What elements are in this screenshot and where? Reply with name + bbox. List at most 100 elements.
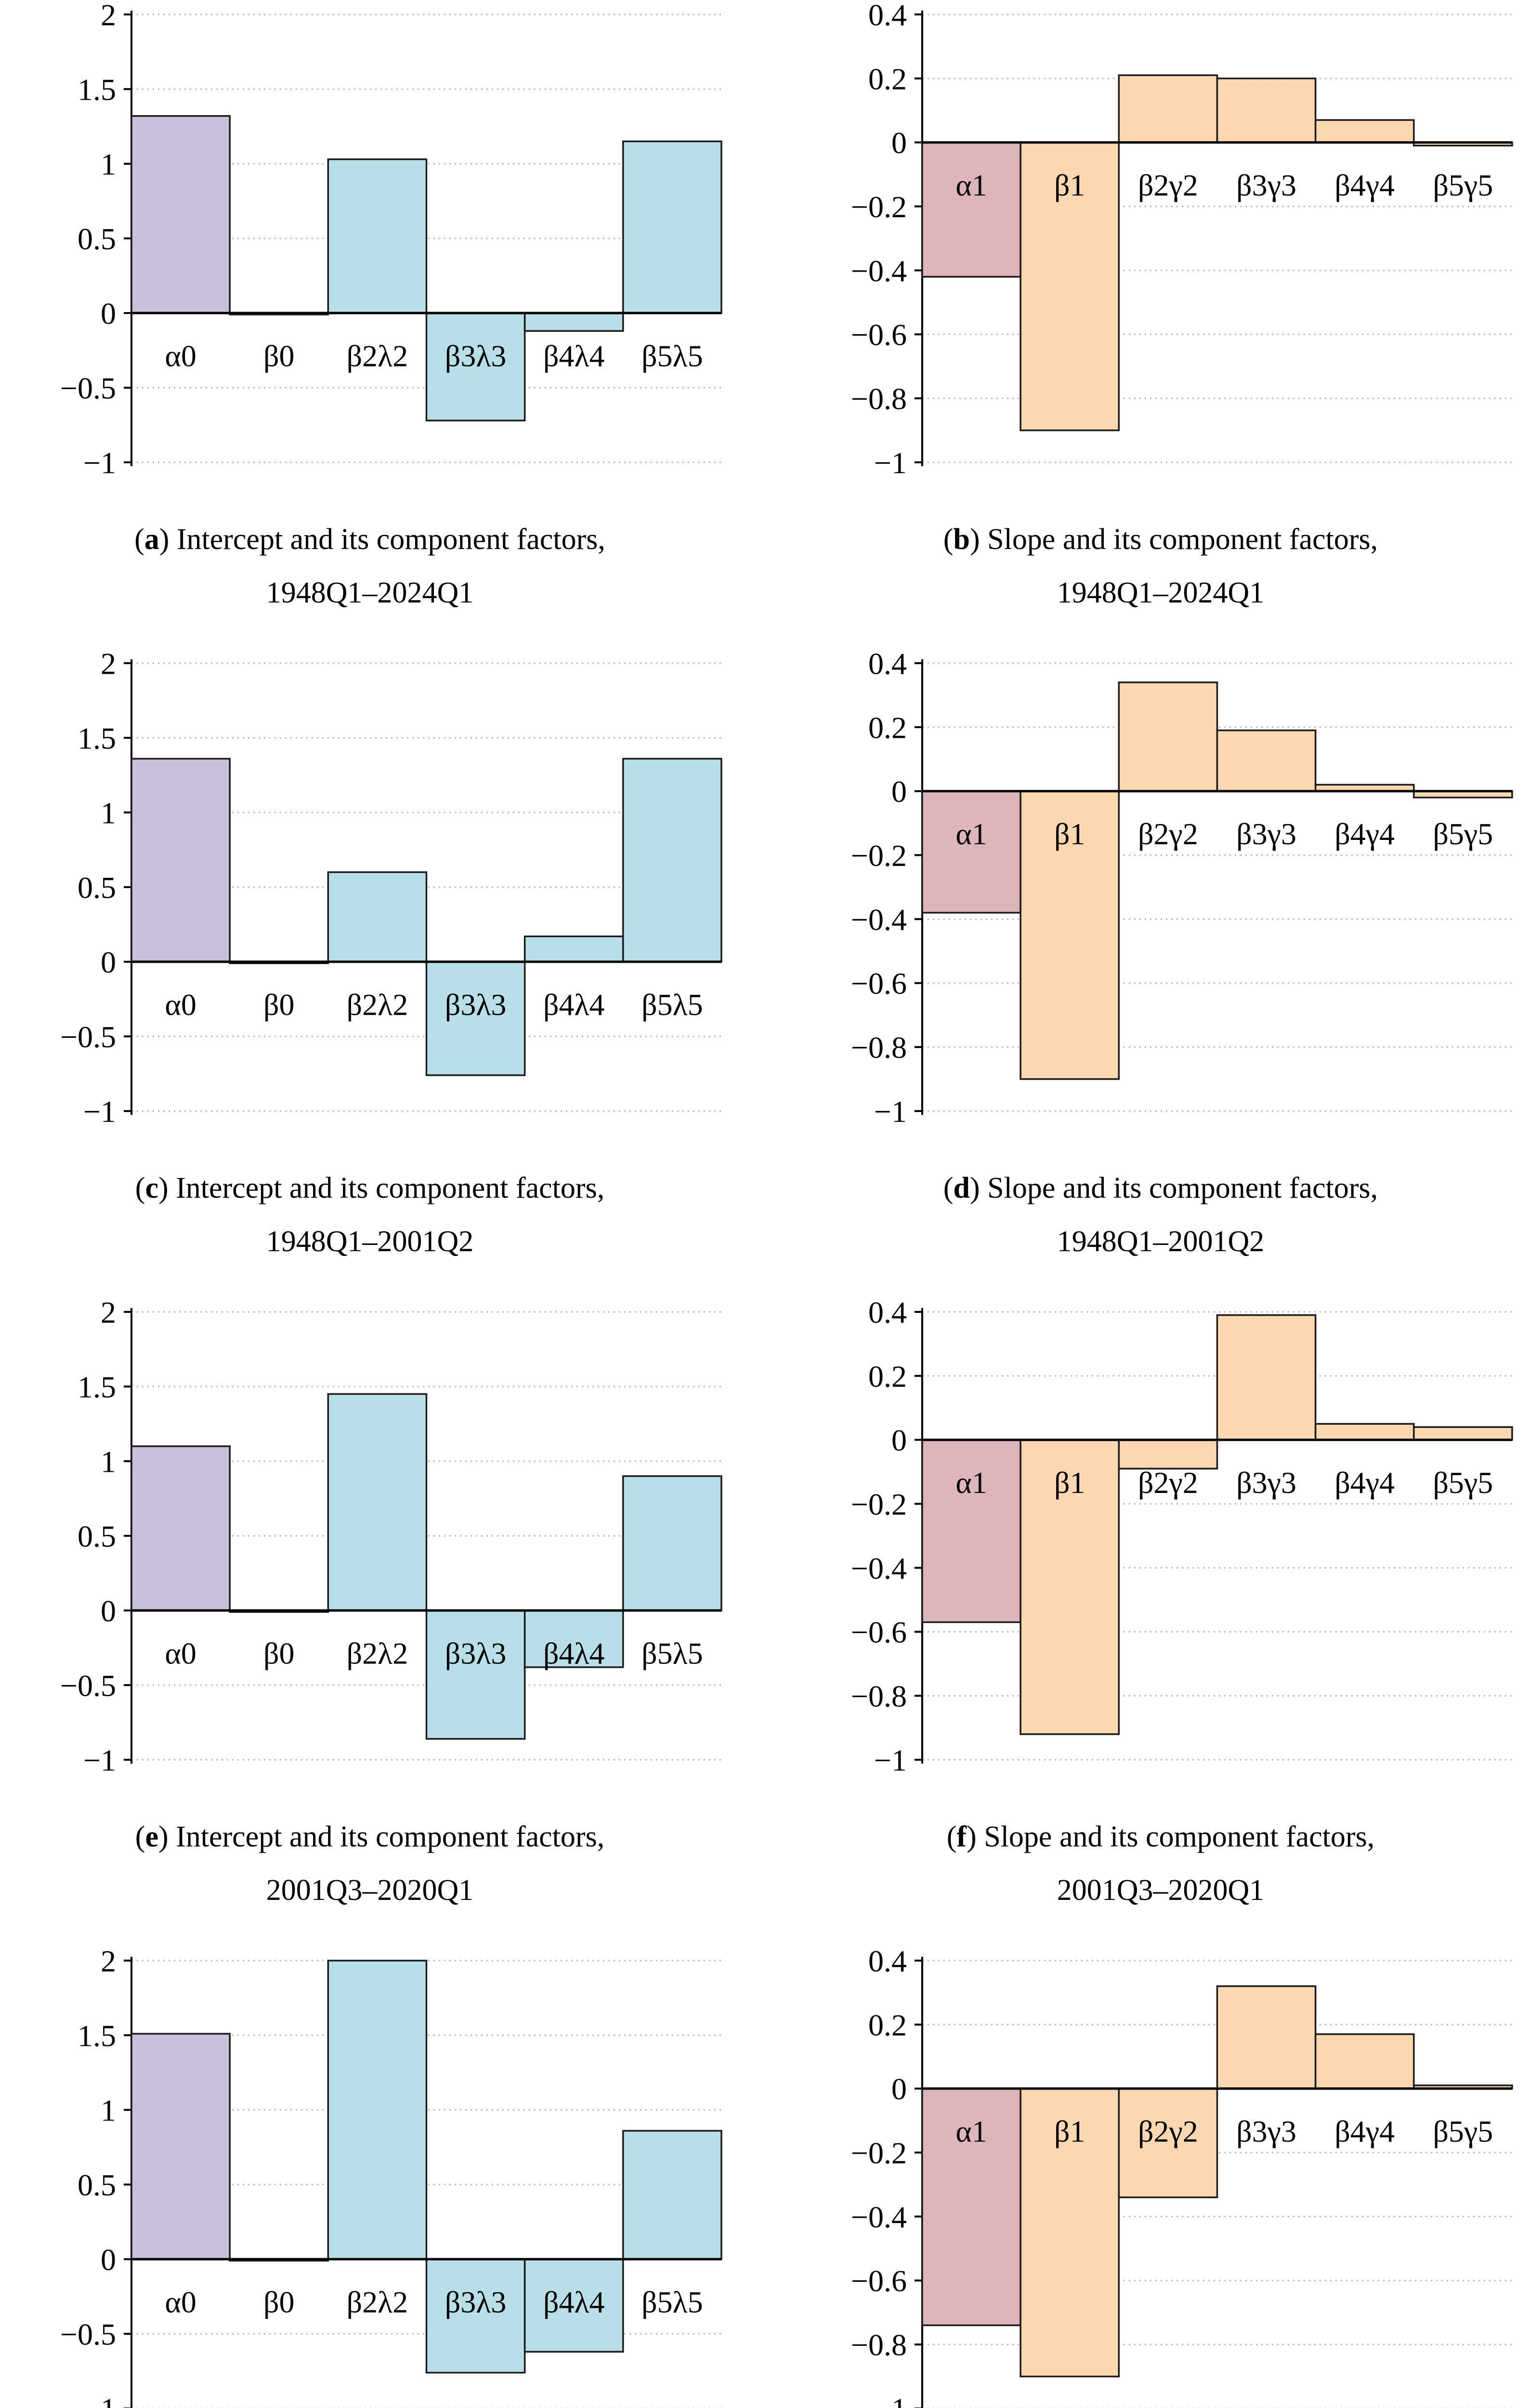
panel-e: 2 1.5 1 0.5 0 −0.5 −1 α0 β0 β2λ2 β3λ3 β4λ4 β5λ5 (e) … (0, 1297, 765, 1946)
category-label-α0: α0 (165, 339, 196, 373)
y-tick-label--0.6: −0.6 (851, 2264, 907, 2298)
y-tick-label--0.4: −0.4 (851, 1551, 907, 1585)
panel-c: 2 1.5 1 0.5 0 −0.5 −1 α0 β0 β2λ2 β3λ3 β4λ4 β5λ5 (c) … (0, 649, 765, 1297)
caption-e-period: 2001Q3–2020Q1 (266, 1874, 474, 1907)
bar-β4λ4 (523, 2258, 624, 2353)
category-label-β3γ3: β3γ3 (1236, 2114, 1296, 2148)
category-label-β3γ3: β3γ3 (1236, 1466, 1296, 1500)
bar-β5λ5 (622, 1475, 722, 1611)
bar-α0 (131, 1445, 231, 1611)
bar-chart-d-slope: 0.4 0.2 0 −0.2 −0.4 −0.6 −0.8 −1 α1 β1 β2γ2 β3γ3 β4γ… (851, 649, 1513, 1128)
bar-chart-a-intercept: 2 1.5 1 0.5 0 −0.5 −1 α0 β0 β2λ2 β3λ3 β4λ4 β5λ5 (60, 0, 722, 480)
y-tick-label-0.2: 0.2 (868, 2008, 907, 2042)
caption-a-line1: (a) Intercept and its component factors, (134, 523, 605, 556)
category-label-β5γ5: β5γ5 (1433, 817, 1493, 851)
category-label-β2γ2: β2γ2 (1138, 2114, 1198, 2148)
y-tick-label--1: −1 (874, 1743, 907, 1777)
category-label-β4γ4: β4γ4 (1334, 817, 1395, 851)
y-tick-label--0.4: −0.4 (851, 903, 907, 937)
y-tick-label--0.5: −0.5 (60, 1020, 116, 1054)
category-label-α1: α1 (955, 817, 987, 851)
category-label-β2λ2: β2λ2 (347, 1636, 408, 1670)
y-tick-label-1: 1 (101, 147, 116, 181)
category-label-β4λ4: β4λ4 (543, 1636, 605, 1670)
y-tick-label-0: 0 (101, 2242, 116, 2277)
bar-β3λ3 (425, 1610, 526, 1740)
caption-letter: b (953, 523, 970, 556)
y-tick-label-0: 0 (891, 126, 907, 160)
category-label-β4λ4: β4λ4 (543, 987, 605, 1021)
y-tick-label--0.5: −0.5 (60, 1668, 116, 1702)
bar-chart-e-intercept: 2 1.5 1 0.5 0 −0.5 −1 α0 β0 β2λ2 β3λ3 β4λ4 β5λ5 (60, 1297, 722, 1777)
caption-a: (a) Intercept and its component factors,… (9, 523, 731, 609)
y-tick-label--0.6: −0.6 (851, 1615, 907, 1649)
bar-α1 (921, 1439, 1021, 1623)
category-label-β2λ2: β2λ2 (347, 2285, 408, 2319)
y-tick-label--0.6: −0.6 (851, 318, 907, 352)
category-label-α0: α0 (165, 2285, 196, 2319)
category-label-β5λ5: β5λ5 (641, 1636, 703, 1670)
caption-text: ) Slope and its component factors, (969, 1172, 1378, 1204)
y-tick-label--1: −1 (83, 1094, 116, 1128)
bar-α1 (921, 141, 1021, 278)
y-tick-label-0.5: 0.5 (78, 222, 116, 256)
y-tick-label-2: 2 (101, 0, 116, 32)
category-label-β3λ3: β3λ3 (445, 339, 507, 373)
caption-b: (b) Slope and its component factors, 194… (799, 523, 1522, 610)
category-label-β3γ3: β3γ3 (1236, 168, 1296, 202)
bar-α0 (131, 115, 231, 314)
caption-e-line1: (e) Intercept and its component factors, (135, 1820, 605, 1853)
y-tick-label--0.4: −0.4 (851, 2200, 907, 2234)
bar-β3λ3 (425, 961, 526, 1076)
y-tick-label--1: −1 (83, 2392, 116, 2408)
y-tick-label--1: −1 (874, 2392, 907, 2408)
bar-chart-f-slope: 0.4 0.2 0 −0.2 −0.4 −0.6 −0.8 −1 α1 β1 β2γ2 β3γ3 β4γ… (851, 1297, 1513, 1777)
category-label-α0: α0 (165, 1636, 196, 1670)
y-tick-label--1: −1 (874, 445, 907, 480)
caption-e: (e) Intercept and its component factors,… (9, 1821, 731, 1906)
y-tick-label--0.2: −0.2 (851, 2136, 907, 2170)
y-tick-label--1: −1 (83, 1743, 116, 1777)
bar-β2γ2 (1118, 2087, 1218, 2199)
bar-β3γ3 (1216, 729, 1317, 792)
category-label-β3γ3: β3γ3 (1236, 817, 1296, 851)
y-tick-label-1.5: 1.5 (78, 2018, 116, 2053)
caption-f-line1: (f) Slope and its component factors, (946, 1820, 1375, 1853)
y-tick-label-1.5: 1.5 (78, 721, 116, 755)
category-label-β4γ4: β4γ4 (1334, 2114, 1395, 2148)
category-label-β3λ3: β3λ3 (445, 2285, 507, 2319)
y-tick-label-1.5: 1.5 (78, 72, 116, 106)
bar-β2λ2 (327, 1393, 428, 1611)
y-tick-label-2: 2 (101, 649, 116, 681)
caption-f: (f) Slope and its component factors, 200… (799, 1821, 1522, 1906)
category-label-β5λ5: β5λ5 (641, 2285, 703, 2319)
y-tick-label--0.8: −0.8 (851, 1031, 907, 1065)
caption-d-line1: (d) Slope and its component factors, (943, 1172, 1378, 1204)
category-label-β5γ5: β5γ5 (1433, 1466, 1493, 1500)
category-label-β2λ2: β2λ2 (347, 339, 408, 373)
bar-β2λ2 (327, 871, 428, 963)
caption-letter: a (144, 523, 159, 556)
y-tick-label-0.2: 0.2 (868, 1359, 907, 1393)
category-label-β4λ4: β4λ4 (543, 339, 605, 373)
bar-β1 (1019, 1439, 1120, 1735)
bar-β4γ4 (1314, 1423, 1415, 1441)
y-tick-label-0: 0 (891, 774, 907, 809)
caption-letter: d (953, 1172, 970, 1204)
caption-b-line1: (b) Slope and its component factors, (943, 523, 1378, 556)
caption-b-period: 1948Q1–2024Q1 (1057, 576, 1265, 610)
y-tick-label--0.8: −0.8 (851, 382, 907, 416)
category-label-β3λ3: β3λ3 (445, 987, 507, 1021)
caption-text: ) Intercept and its component factors, (158, 1820, 605, 1853)
category-label-β2γ2: β2γ2 (1138, 817, 1198, 851)
category-label-β1: β1 (1054, 2114, 1085, 2148)
category-label-α1: α1 (955, 168, 987, 202)
y-tick-label--0.2: −0.2 (851, 190, 907, 224)
y-tick-label-1: 1 (101, 2093, 116, 2127)
y-tick-label-2: 2 (101, 1946, 116, 1978)
category-label-β2λ2: β2λ2 (347, 987, 408, 1021)
y-tick-label-1: 1 (101, 1444, 116, 1479)
bar-chart-b-slope: 0.4 0.2 0 −0.2 −0.4 −0.6 −0.8 −1 α1 β1 β2γ2 β3γ3 β4γ… (851, 0, 1513, 480)
